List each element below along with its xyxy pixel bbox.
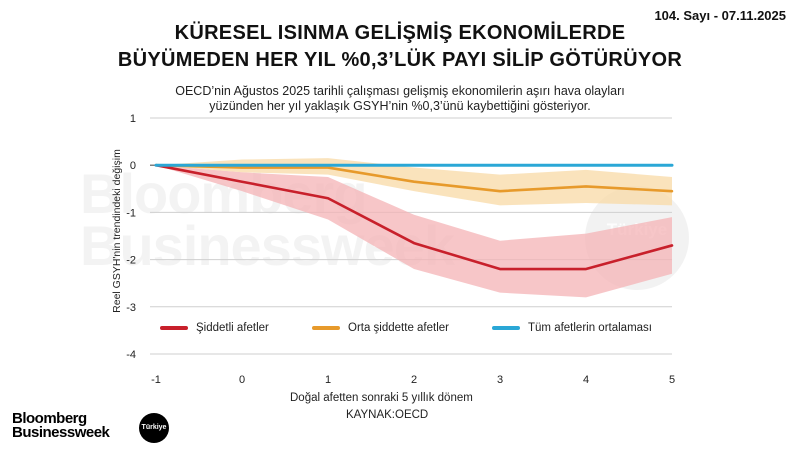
legend-swatch-severe (160, 326, 188, 330)
brand-logo: Bloomberg Businessweek (12, 410, 110, 441)
y-tick-label: 0 (130, 160, 136, 172)
legend-label-average: Tüm afetlerin ortalaması (528, 322, 652, 334)
y-axis-label: Reel GSYH'nin trendindeki değişim (111, 149, 123, 313)
title-line-1: KÜRESEL ISINMA GELİŞMİŞ EKONOMİLERDE (174, 22, 626, 44)
logo-badge: Türkiye (139, 413, 169, 443)
issue-date: 104. Sayı - 07.11.2025 (654, 8, 786, 23)
legend-label-severe: Şiddetli afetler (196, 322, 269, 334)
subtitle-line-2: yüzünden her yıl yaklaşık GSYH’nin %0,3’… (209, 99, 591, 113)
legend-swatch-moderate (312, 326, 340, 330)
legend-swatch-average (492, 326, 520, 330)
source-note: KAYNAK:OECD (346, 409, 429, 421)
x-axis-label: Doğal afetten sonraki 5 yıllık dönem (290, 392, 473, 404)
y-tick-label: -2 (126, 255, 136, 267)
series-line-0 (154, 163, 674, 271)
subtitle-line-1: OECD’nin Ağustos 2025 tarihli çalışması … (175, 84, 625, 98)
x-tick-label: 2 (411, 374, 417, 386)
logo-line-2: Businessweek (12, 424, 110, 441)
chart-subtitle: OECD’nin Ağustos 2025 tarihli çalışması … (0, 84, 800, 114)
legend-item-severe: Şiddetli afetler (160, 322, 269, 334)
x-tick-label: 4 (583, 374, 589, 386)
y-tick-label: -1 (126, 207, 136, 219)
series-line-1 (154, 163, 674, 193)
x-tick-label: 1 (325, 374, 331, 386)
legend-item-moderate: Orta şiddette afetler (312, 322, 449, 334)
x-tick-label: 3 (497, 374, 503, 386)
legend-item-average: Tüm afetlerin ortalaması (492, 322, 652, 334)
page-title: KÜRESEL ISINMA GELİŞMİŞ EKONOMİLERDE BÜY… (0, 20, 800, 74)
x-tick-label: 0 (239, 374, 245, 386)
y-tick-label: 1 (130, 113, 136, 125)
y-tick-label: -4 (126, 349, 136, 361)
x-tick-label: 5 (669, 374, 675, 386)
confidence-band-0 (156, 165, 672, 298)
logo-line-1: Bloomberg (12, 410, 87, 427)
chart-legend: Şiddetli afetler Orta şiddette afetler T… (160, 322, 680, 340)
y-tick-label: -3 (126, 302, 136, 314)
legend-label-moderate: Orta şiddette afetler (348, 322, 449, 334)
x-tick-label: -1 (151, 374, 161, 386)
title-line-2: BÜYÜMEDEN HER YIL %0,3’LÜK PAYI SİLİP GÖ… (117, 49, 683, 71)
